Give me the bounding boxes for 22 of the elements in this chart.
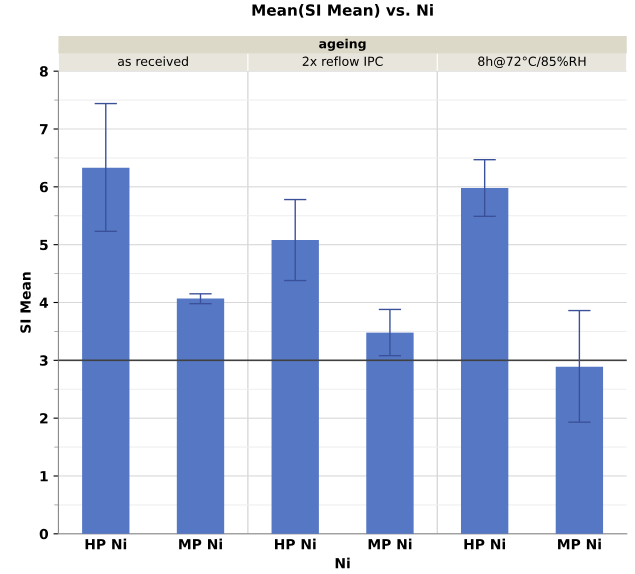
y-tick-label: 4 bbox=[40, 298, 48, 308]
x-tick-label: HP Ni bbox=[274, 538, 316, 550]
text: ageing bbox=[319, 38, 366, 51]
y-tick-label: 7 bbox=[40, 124, 48, 134]
x-tick-label: MP Ni bbox=[368, 538, 412, 550]
y-tick-label: 2 bbox=[40, 413, 48, 424]
x-tick-label: HP Ni bbox=[464, 538, 506, 550]
x-axis-title: Ni bbox=[336, 558, 350, 568]
y-tick-label: 3 bbox=[40, 355, 48, 366]
y-tick-label: 5 bbox=[40, 240, 48, 250]
text: 2x reflow IPC bbox=[302, 56, 383, 66]
text: as received bbox=[118, 56, 188, 66]
y-tick-label: 6 bbox=[40, 182, 48, 192]
y-axis-title: SI Mean bbox=[20, 272, 31, 333]
text: 8h@72°C/85%RH bbox=[478, 56, 586, 68]
x-tick-label: MP Ni bbox=[558, 538, 601, 550]
y-tick-label: 8 bbox=[40, 66, 48, 77]
x-tick-label: HP Ni bbox=[86, 538, 126, 550]
x-tick-label: MP Ni bbox=[179, 538, 222, 550]
y-tick-label: 1 bbox=[40, 471, 48, 482]
y-tick-label: 0 bbox=[40, 528, 48, 540]
chart-title: Mean(SI Mean) vs. Ni bbox=[252, 4, 433, 18]
